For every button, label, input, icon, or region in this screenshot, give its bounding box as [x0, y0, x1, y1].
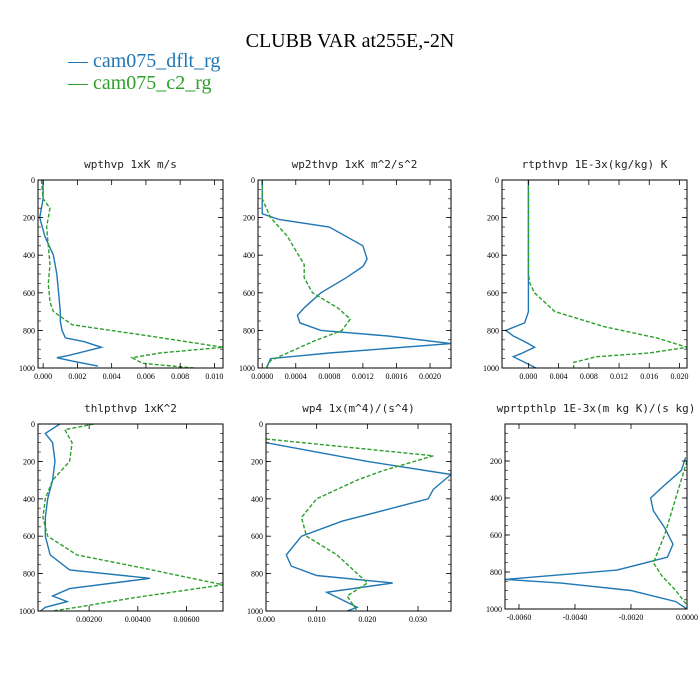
x-tick-label: 0.0008 [318, 372, 340, 381]
y-tick-label: 400 [487, 251, 499, 260]
x-tick-label: 0.008 [171, 372, 189, 381]
x-tick-label: 0.00600 [173, 615, 199, 624]
y-tick-label: 200 [487, 214, 499, 223]
y-tick-label: 800 [251, 570, 263, 579]
x-tick-label: 0.000 [519, 372, 537, 381]
y-tick-label: 400 [490, 494, 502, 503]
y-tick-label: 800 [490, 568, 502, 577]
chart-panel-3: thlpthvp 1xK^2 0.00200 0.00400 0.00600 0 200 4… [19, 402, 224, 624]
y-tick-label: 1000 [247, 607, 263, 616]
series-line-c2 [652, 460, 687, 606]
y-tick-label: 600 [23, 289, 35, 298]
y-tick-label: 0 [31, 420, 35, 429]
x-tick-label: 0.000 [257, 615, 275, 624]
y-tick-label: 800 [243, 326, 255, 335]
series-line-c2 [266, 438, 434, 611]
series-line-dflt [261, 180, 451, 368]
series-line-dflt [266, 442, 451, 611]
x-tick-label: 0.0016 [385, 372, 407, 381]
y-tick-label: 200 [23, 457, 35, 466]
y-tick-label: 200 [490, 457, 502, 466]
plot-frame [37, 179, 224, 369]
x-tick-label: 0.004 [103, 372, 121, 381]
chart-panel-5: wprtpthlp 1E-3x(m kg K)/(s kg) -0.0060 -0.… [486, 402, 698, 622]
y-tick-label: 800 [23, 570, 35, 579]
chart-panel-4: wp4 1x(m^4)/(s^4) 0.000 0.010 0.020 0.030 0 20… [247, 402, 452, 624]
x-tick-label: -0.0060 [507, 613, 532, 622]
y-tick-label: 800 [23, 326, 35, 335]
x-tick-label: 0.020 [358, 615, 376, 624]
chart-title: wp4 1x(m^4)/(s^4) [302, 402, 415, 415]
series-line-c2 [261, 180, 352, 368]
chart-panel-1: wp2thvp 1xK m^2/s^2 0.0000 0.0004 0.0008 0.0… [239, 158, 452, 381]
chart-title: thlpthvp 1xK^2 [84, 402, 177, 415]
x-tick-label: 0.002 [68, 372, 86, 381]
x-tick-label: 0.000 [34, 372, 52, 381]
x-tick-label: 0.008 [580, 372, 598, 381]
series-line-dflt [505, 457, 687, 609]
plot-frame [37, 423, 224, 612]
y-tick-label: 200 [243, 214, 255, 223]
chart-panel-2: rtpthvp 1E-3x(kg/kg) K 0.000 0.004 0.008 0.0… [483, 158, 688, 381]
y-tick-label: 800 [487, 326, 499, 335]
y-tick-label: 400 [23, 495, 35, 504]
y-tick-label: 200 [23, 214, 35, 223]
x-tick-label: 0.0020 [419, 372, 441, 381]
y-tick-label: 0 [31, 176, 35, 185]
chart-title: wprtpthlp 1E-3x(m kg K)/(s kg) [497, 402, 696, 415]
x-tick-label: 0.012 [610, 372, 628, 381]
chart-title: wpthvp 1xK m/s [84, 158, 177, 171]
y-tick-label: 0 [495, 176, 499, 185]
y-tick-label: 400 [23, 251, 35, 260]
y-tick-label: 600 [243, 289, 255, 298]
series-line-dflt [39, 424, 151, 611]
x-tick-label: 0.010 [308, 615, 326, 624]
x-tick-label: 0.006 [137, 372, 155, 381]
y-tick-label: 600 [490, 531, 502, 540]
y-tick-label: 400 [243, 251, 255, 260]
x-tick-label: 0.010 [205, 372, 223, 381]
y-tick-label: 1000 [239, 364, 255, 373]
series-line-dflt [38, 180, 104, 367]
x-tick-label: 0.0004 [285, 372, 307, 381]
legend-entry-c2: — cam075_c2_rg [68, 72, 212, 94]
x-tick-label: 0.00400 [125, 615, 151, 624]
chart-title: rtpthvp 1E-3x(kg/kg) K [522, 158, 668, 171]
series-line-c2 [42, 424, 223, 611]
chart-title: wp2thvp 1xK m^2/s^2 [292, 158, 418, 171]
series-line-dflt [504, 180, 537, 368]
x-tick-label: -0.0040 [563, 613, 588, 622]
x-tick-label: 0.00200 [76, 615, 102, 624]
chart-panel-0: wpthvp 1xK m/s 0.000 0.002 0.004 0.006 0.008 0… [19, 158, 224, 381]
x-tick-label: 0.016 [640, 372, 658, 381]
y-tick-label: 600 [23, 532, 35, 541]
x-tick-label: 0.004 [550, 372, 568, 381]
y-tick-label: 200 [251, 457, 263, 466]
y-tick-label: 1000 [486, 605, 502, 614]
x-tick-label: 0.030 [409, 615, 427, 624]
plot-frame [501, 179, 688, 369]
x-tick-label: 0.0012 [352, 372, 374, 381]
y-tick-label: 0 [251, 176, 255, 185]
series-line-c2 [527, 180, 687, 368]
y-tick-label: 1000 [19, 364, 35, 373]
x-tick-label: 0.0000 [251, 372, 273, 381]
y-tick-label: 0 [259, 420, 263, 429]
y-tick-label: 600 [487, 289, 499, 298]
x-tick-label: -0.0020 [619, 613, 644, 622]
y-tick-label: 400 [251, 495, 263, 504]
x-tick-label: 0.020 [670, 372, 688, 381]
x-tick-label: 0.0000 [676, 613, 698, 622]
legend-entry-dflt: — cam075_dflt_rg [68, 50, 221, 72]
y-tick-label: 1000 [19, 607, 35, 616]
series-line-c2 [40, 180, 223, 368]
figure-title: CLUBB VAR at255E,-2N [245, 30, 455, 52]
y-tick-label: 600 [251, 532, 263, 541]
y-tick-label: 1000 [483, 364, 499, 373]
